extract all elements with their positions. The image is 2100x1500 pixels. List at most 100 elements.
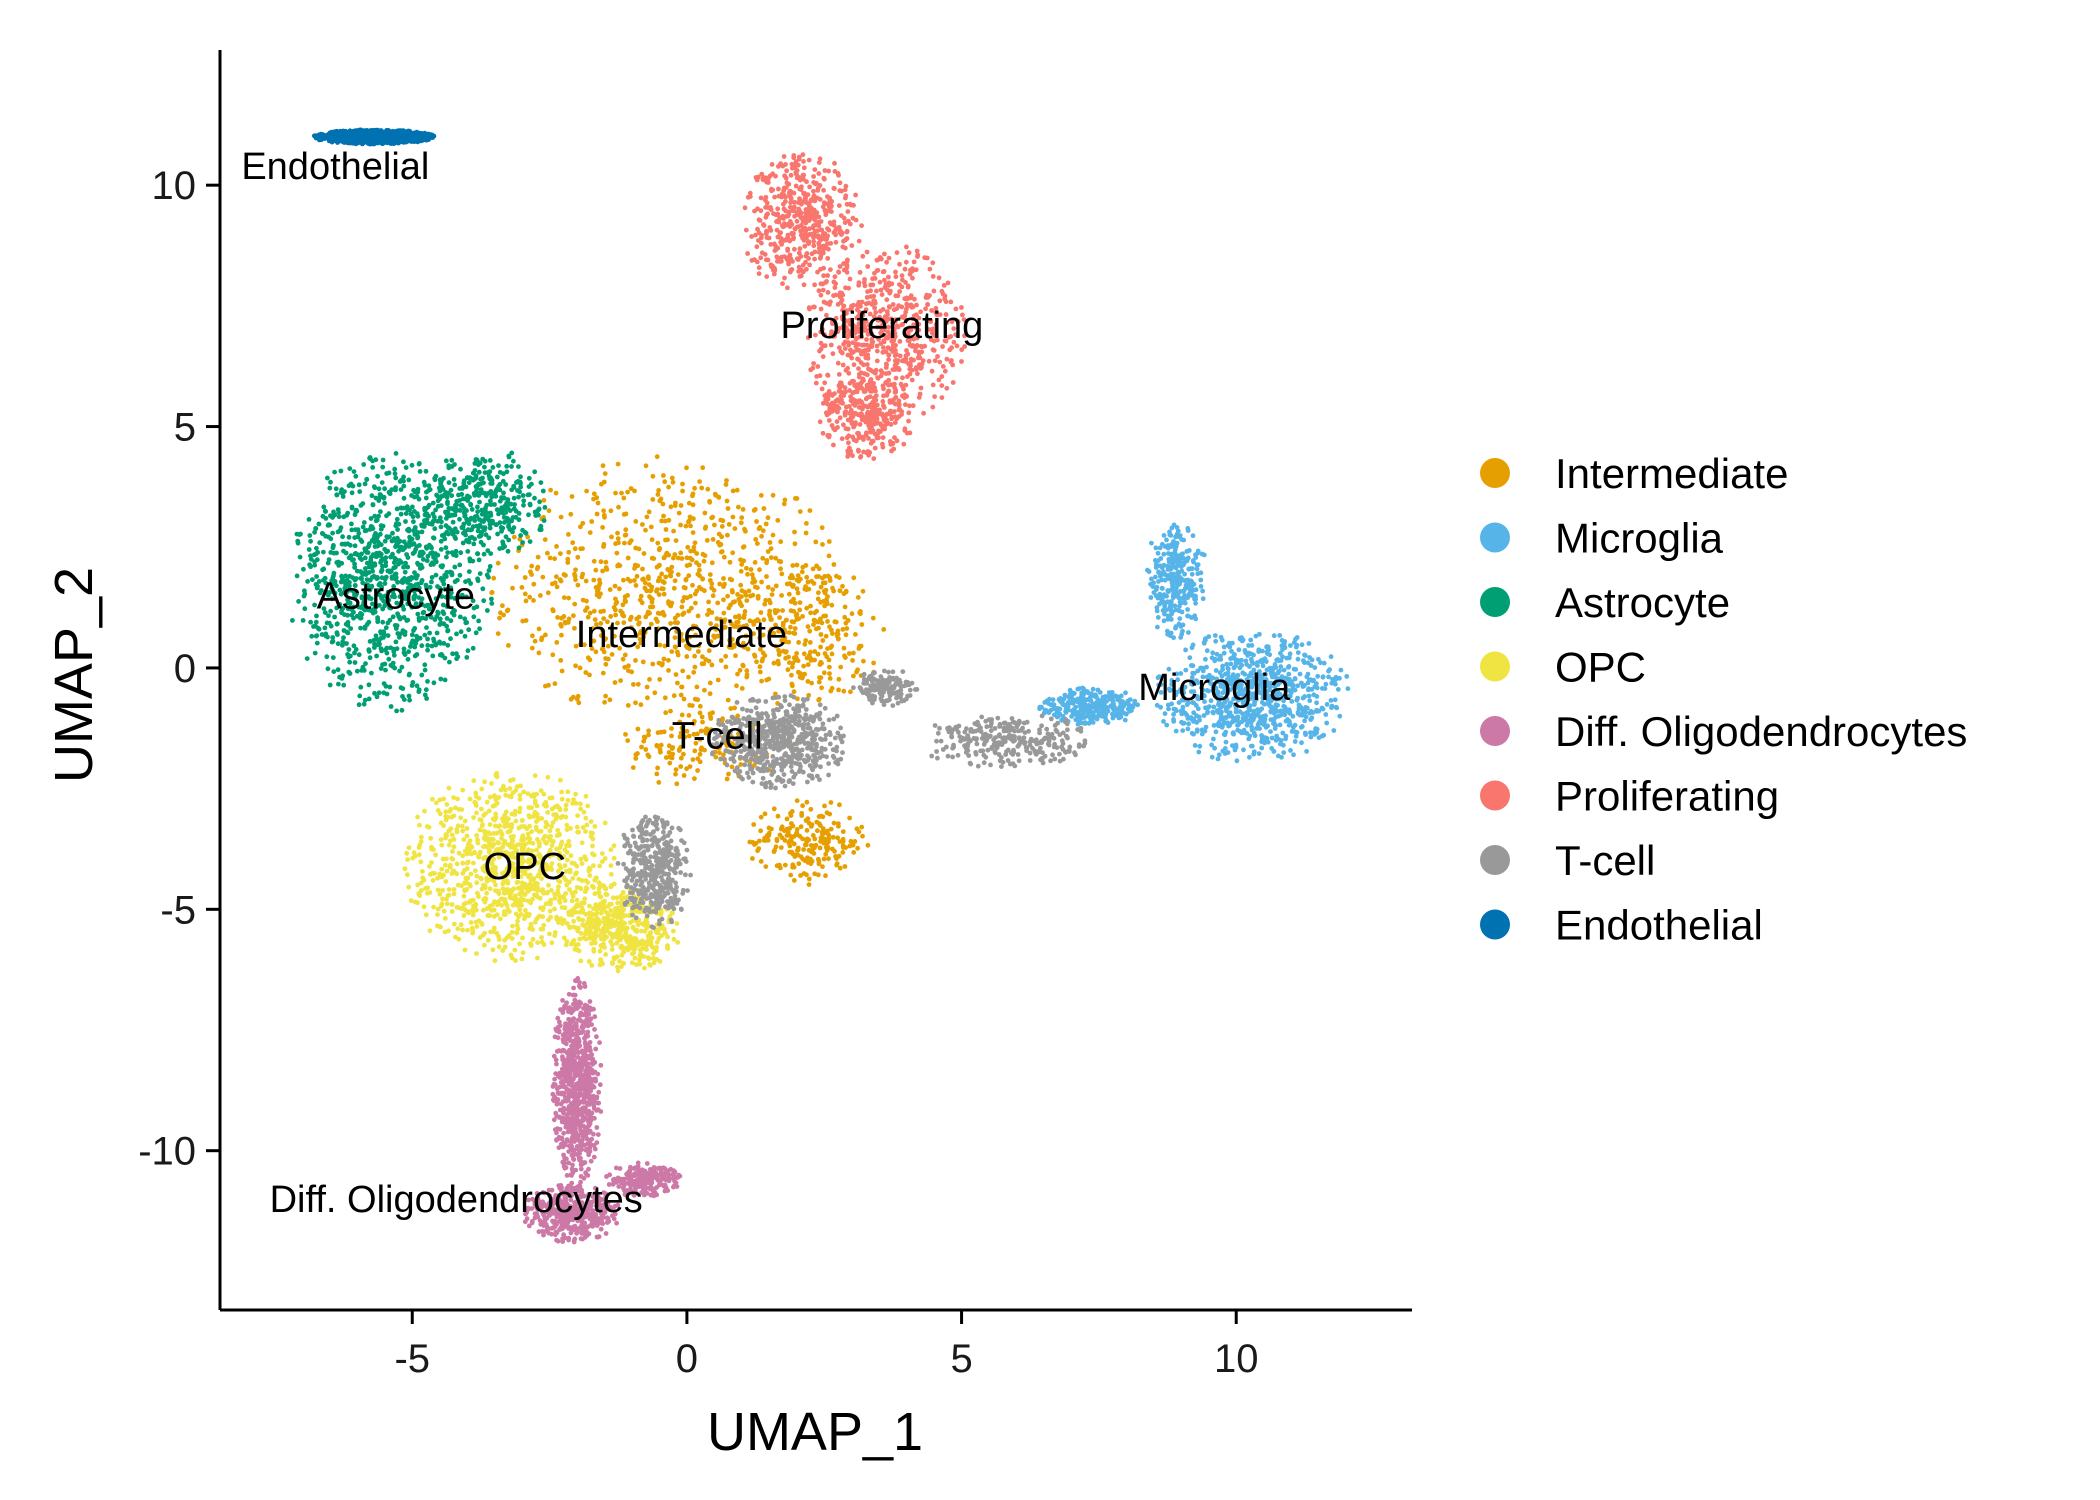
data-point [625, 668, 631, 674]
data-point [1210, 675, 1216, 681]
data-point [374, 653, 379, 659]
data-point [1162, 544, 1168, 549]
data-point [671, 585, 677, 591]
data-point [1220, 690, 1226, 696]
data-point [578, 806, 584, 812]
data-point [347, 466, 353, 471]
data-point [836, 676, 842, 682]
data-point [1319, 686, 1325, 691]
data-point [803, 818, 809, 823]
data-point [539, 816, 545, 821]
data-point [590, 626, 596, 631]
data-point [801, 651, 807, 657]
data-point [545, 774, 551, 780]
data-point [681, 751, 686, 757]
data-point [333, 486, 339, 492]
data-point [764, 574, 769, 579]
data-point [1206, 688, 1211, 694]
data-point [500, 603, 505, 609]
data-point [444, 554, 449, 560]
data-point [337, 528, 343, 533]
data-point [1314, 694, 1320, 699]
data-point [1200, 588, 1205, 594]
data-point [376, 486, 382, 492]
data-point [505, 829, 511, 835]
data-point [775, 518, 781, 523]
data-point [369, 565, 375, 570]
data-point [518, 912, 524, 917]
data-point [523, 618, 529, 623]
data-point [395, 535, 400, 541]
data-point [797, 600, 803, 605]
data-point [322, 508, 328, 514]
data-point [476, 462, 481, 468]
data-point [563, 573, 568, 578]
data-point [413, 641, 419, 646]
data-point [794, 577, 800, 583]
data-point [498, 916, 503, 922]
data-point [678, 633, 684, 639]
data-point [490, 465, 496, 470]
data-point [351, 469, 357, 474]
data-point [603, 693, 608, 699]
data-point [465, 927, 470, 933]
data-point [550, 652, 556, 658]
data-point [446, 480, 452, 485]
data-point [1108, 696, 1113, 702]
data-point [647, 677, 652, 682]
data-point [717, 581, 723, 587]
data-point [773, 555, 779, 561]
data-point [1240, 670, 1246, 676]
data-point [780, 608, 785, 613]
data-point [718, 542, 724, 547]
data-point [516, 545, 522, 551]
data-point [672, 635, 678, 640]
data-point [1192, 743, 1198, 748]
data-point [1324, 702, 1330, 707]
data-point [441, 823, 446, 828]
data-point [437, 515, 443, 521]
data-point [400, 694, 405, 699]
data-point [652, 690, 658, 696]
data-point [1286, 722, 1292, 728]
data-point [1213, 729, 1219, 735]
data-point [470, 897, 476, 903]
data-point [622, 598, 628, 603]
data-point [730, 488, 736, 494]
data-point [454, 631, 459, 637]
data-point [467, 535, 473, 541]
data-point [589, 519, 595, 524]
data-point [353, 473, 359, 479]
data-point [505, 548, 511, 554]
data-point [838, 664, 844, 670]
data-point [1216, 723, 1222, 729]
data-point [689, 557, 695, 563]
data-point [820, 638, 826, 643]
data-point [663, 537, 668, 543]
data-point [611, 843, 617, 849]
data-point [1231, 731, 1236, 737]
data-point [489, 596, 494, 602]
data-point [607, 697, 613, 703]
data-point [1191, 689, 1197, 695]
data-point [717, 750, 722, 756]
data-point [378, 526, 384, 532]
data-point [478, 875, 484, 881]
data-point [511, 485, 517, 490]
data-point [559, 632, 564, 638]
data-point [700, 719, 705, 725]
data-point [482, 779, 487, 785]
data-point [776, 661, 781, 667]
data-point [1293, 644, 1299, 650]
data-point [349, 505, 355, 511]
data-point [386, 511, 392, 517]
data-point [637, 636, 643, 642]
data-point [482, 508, 488, 514]
data-point [439, 652, 444, 657]
data-point [646, 576, 651, 582]
data-point [821, 613, 827, 619]
data-point [804, 872, 809, 878]
data-point [858, 643, 864, 649]
data-point [1302, 718, 1307, 724]
data-point [848, 838, 854, 844]
